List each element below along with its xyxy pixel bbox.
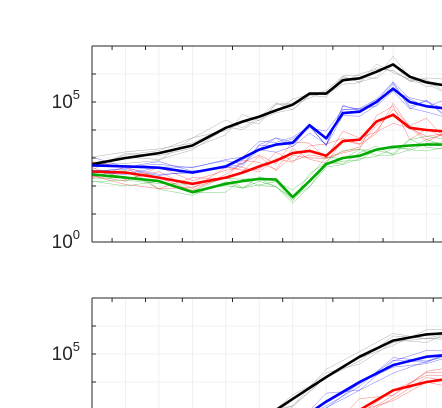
chart-top-series — [91, 63, 442, 199]
bottom-y-tick-label-base: 10 — [52, 344, 73, 365]
bottom-y-tick-label-exp: 5 — [73, 339, 80, 354]
chart-top-ticks — [91, 45, 434, 243]
bottom-thin-line-black — [282, 337, 442, 408]
chart-bottom-tick-labels: 105 — [52, 339, 80, 365]
chart-bottom: 105 — [52, 297, 442, 408]
top-series-line-red — [91, 113, 442, 186]
top-thin-line-black — [91, 63, 442, 158]
top-series-line-blue — [91, 87, 442, 174]
top-y-tick-label-base: 10 — [52, 232, 73, 253]
chart-top-axes — [91, 45, 442, 243]
top-thin-line-red — [91, 112, 442, 182]
top-thin-line-blue — [91, 83, 442, 175]
bottom-thin-line-blue — [311, 357, 442, 408]
top-thin-line-green — [91, 139, 442, 204]
chart-top-grid — [91, 45, 442, 243]
top-thin-line-black — [91, 68, 442, 171]
bottom-thin-line-blue — [326, 358, 442, 408]
bottom-series-line-black — [276, 332, 442, 408]
top-thin-line-green — [91, 138, 442, 191]
chart-bottom-axes — [91, 297, 442, 408]
top-series-line-black — [91, 63, 442, 166]
bottom-thin-line-red — [372, 368, 442, 408]
bottom-series-line-red — [360, 378, 442, 408]
bottom-y-tick-label: 105 — [52, 339, 80, 365]
top-y-tick-label: 100 — [52, 227, 80, 253]
bottom-thin-line-red — [350, 372, 442, 408]
bottom-thin-line-red — [368, 375, 442, 408]
bottom-series-line-blue — [314, 354, 442, 408]
top-y-tick-label-exp: 5 — [73, 87, 80, 102]
chart-bottom-series — [276, 332, 442, 408]
top-y-tick-label: 105 — [52, 87, 80, 113]
bottom-thin-line-blue — [314, 355, 442, 408]
top-thin-line-green — [91, 145, 442, 201]
top-y-tick-label-exp: 0 — [73, 227, 80, 242]
bottom-thin-line-red — [375, 377, 442, 408]
top-y-tick-label-base: 10 — [52, 92, 73, 113]
top-series-line-green — [91, 143, 442, 199]
bottom-thin-line-black — [285, 333, 442, 408]
chart-bottom-ticks — [91, 297, 434, 383]
